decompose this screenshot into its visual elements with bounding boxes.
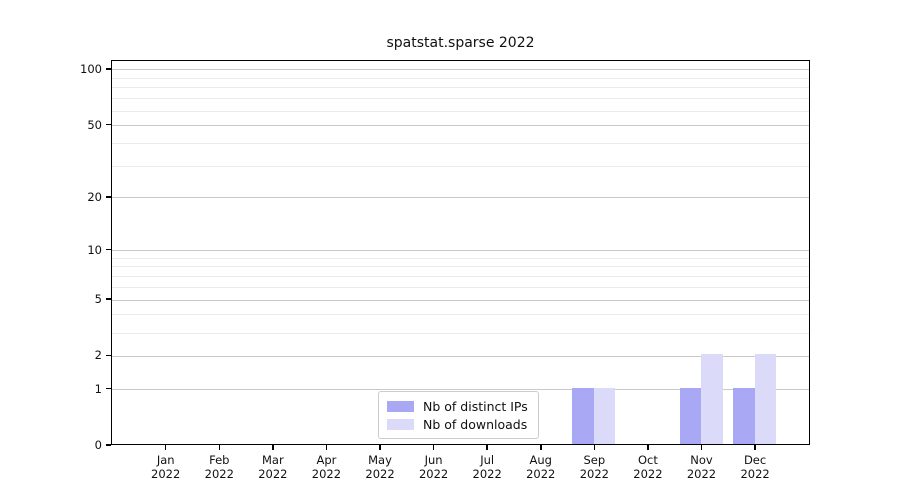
y-tick-label: 0 bbox=[94, 438, 102, 452]
x-tick-label: Jun 2022 bbox=[418, 453, 449, 481]
bar-distinct-ips bbox=[679, 387, 701, 444]
x-tick-label: Jul 2022 bbox=[472, 453, 502, 481]
y-tick-label: 20 bbox=[87, 189, 102, 204]
x-tick-mark bbox=[486, 445, 488, 450]
y-tick-label: 50 bbox=[87, 117, 102, 132]
bar-distinct-ips bbox=[733, 387, 755, 444]
bar-downloads bbox=[754, 354, 777, 444]
gridline-minor bbox=[112, 257, 809, 259]
gridline-minor bbox=[112, 266, 809, 268]
x-tick-label: Jan 2022 bbox=[151, 453, 181, 481]
x-tick-label: May 2022 bbox=[365, 453, 395, 481]
x-tick-mark bbox=[218, 445, 221, 450]
x-tick-label: Apr 2022 bbox=[311, 453, 342, 481]
gridline-major bbox=[112, 69, 809, 71]
gridline-minor bbox=[112, 314, 809, 316]
x-tick-mark bbox=[379, 445, 381, 450]
y-tick-mark bbox=[106, 298, 111, 300]
gridline-major bbox=[112, 197, 809, 199]
y-tick-mark bbox=[106, 354, 111, 357]
gridline-minor bbox=[112, 332, 809, 334]
x-tick-mark bbox=[432, 445, 435, 450]
y-tick-label: 5 bbox=[94, 292, 102, 306]
y-tick-label: 1 bbox=[94, 381, 102, 396]
y-tick-label: 100 bbox=[80, 61, 102, 76]
x-tick-mark bbox=[540, 445, 542, 450]
bar-distinct-ips bbox=[572, 387, 594, 444]
gridline-minor bbox=[112, 87, 809, 89]
gridline-major bbox=[112, 355, 809, 357]
x-tick-mark bbox=[272, 445, 274, 450]
x-tick-mark bbox=[700, 445, 703, 450]
legend-label-distinct-ips: Nb of distinct IPs bbox=[423, 398, 528, 414]
gridline-major bbox=[112, 125, 809, 127]
x-tick-label: Mar 2022 bbox=[258, 453, 288, 481]
y-tick-mark bbox=[106, 68, 111, 70]
x-tick-mark bbox=[754, 445, 756, 450]
y-tick-mark bbox=[106, 248, 111, 251]
legend-label-downloads: Nb of downloads bbox=[423, 416, 528, 432]
gridline-minor bbox=[112, 286, 809, 288]
x-tick-mark bbox=[593, 445, 596, 450]
y-tick-mark bbox=[106, 444, 111, 446]
y-tick-mark bbox=[106, 123, 111, 126]
x-tick-label: Nov 2022 bbox=[686, 453, 717, 481]
x-tick-label: Feb 2022 bbox=[204, 453, 234, 481]
bar-downloads bbox=[701, 354, 723, 444]
y-tick-label: 10 bbox=[87, 242, 102, 257]
legend-swatch-downloads bbox=[387, 418, 414, 430]
gridline-minor bbox=[112, 142, 809, 144]
x-tick-mark bbox=[164, 445, 167, 450]
gridline-minor bbox=[112, 110, 809, 112]
x-tick-label: Aug 2022 bbox=[526, 453, 556, 481]
legend: Nb of distinct IPs Nb of downloads bbox=[378, 391, 539, 439]
chart-title: spatstat.sparse 2022 bbox=[386, 35, 535, 51]
x-tick-label: Sep 2022 bbox=[579, 453, 609, 481]
gridline-minor bbox=[112, 77, 809, 79]
legend-item-distinct-ips: Nb of distinct IPs bbox=[387, 397, 528, 415]
x-tick-mark bbox=[647, 445, 649, 450]
bar-downloads bbox=[593, 387, 616, 444]
legend-swatch-distinct-ips bbox=[387, 400, 414, 412]
gridline-major bbox=[112, 250, 809, 252]
legend-item-downloads: Nb of downloads bbox=[387, 415, 528, 433]
x-tick-label: Dec 2022 bbox=[740, 453, 770, 481]
y-tick-mark bbox=[106, 196, 111, 198]
y-tick-mark bbox=[106, 387, 111, 390]
y-tick-label: 2 bbox=[94, 348, 102, 363]
gridline-major bbox=[112, 299, 809, 301]
gridline-major bbox=[112, 389, 809, 391]
gridline-minor bbox=[112, 98, 809, 100]
gridline-minor bbox=[112, 165, 809, 167]
gridline-minor bbox=[112, 276, 809, 278]
plot-area bbox=[111, 60, 810, 445]
x-tick-label: Oct 2022 bbox=[633, 453, 663, 481]
x-tick-mark bbox=[325, 445, 328, 450]
